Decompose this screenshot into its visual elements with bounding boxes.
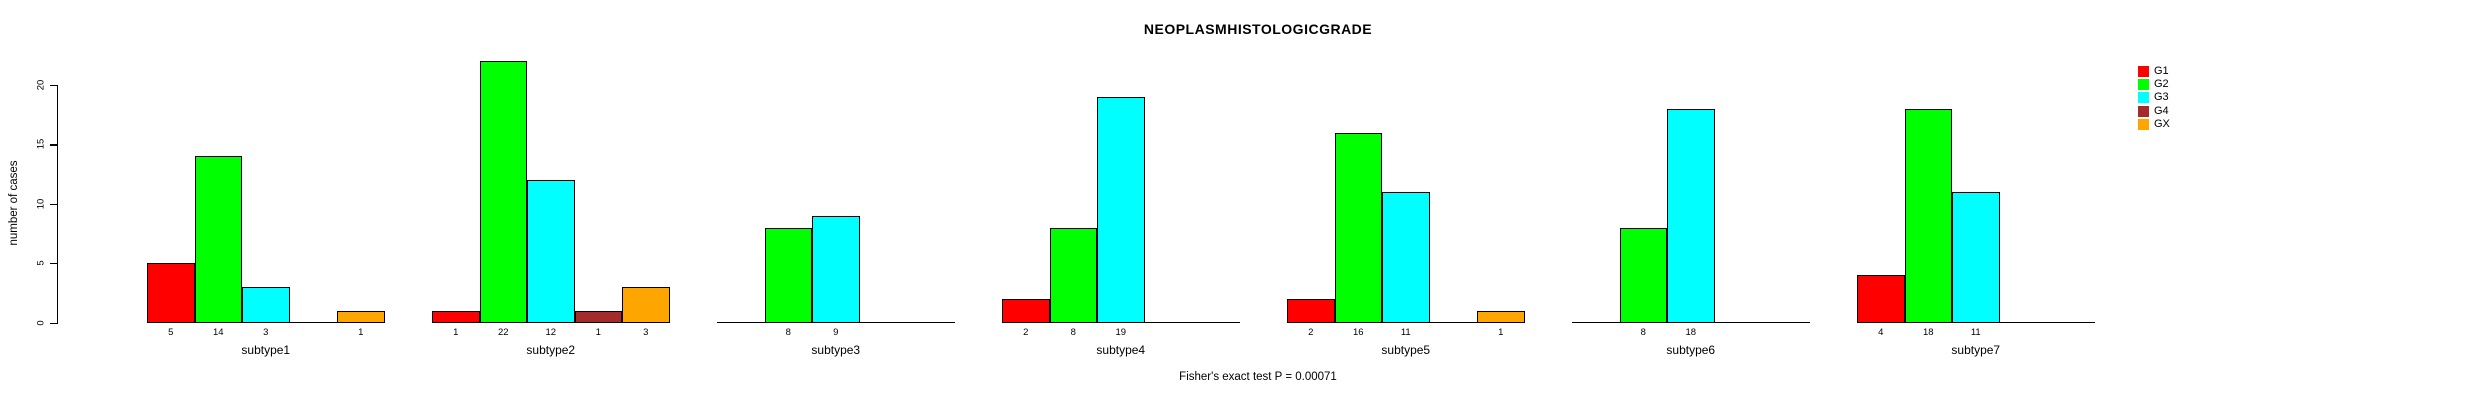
category-label: subtype6 (1666, 343, 1716, 357)
category-label: subtype2 (526, 343, 576, 357)
bar (1857, 275, 1905, 323)
bar (147, 263, 195, 323)
y-tick-label: 15 (35, 139, 47, 150)
legend-label: G3 (2154, 91, 2169, 104)
y-tick (50, 263, 57, 265)
bar-value-label: 11 (1970, 327, 1981, 338)
x-axis-baseline (147, 322, 385, 324)
bar-value-label: 11 (1400, 327, 1411, 338)
bar-value-label: 14 (212, 327, 224, 338)
bar (1477, 310, 1525, 323)
bar (1287, 298, 1335, 323)
x-axis-baseline (1002, 322, 1240, 324)
bar-value-label: 12 (545, 327, 557, 338)
x-axis-baseline (1572, 322, 1810, 324)
bar-value-label: 5 (168, 327, 174, 338)
bar (622, 286, 670, 323)
y-tick-label: 10 (35, 198, 47, 210)
legend-swatch (2138, 66, 2149, 77)
y-tick-label: 20 (35, 79, 47, 91)
category-label: subtype4 (1096, 343, 1146, 357)
y-axis-line (57, 85, 59, 324)
category-label: subtype1 (241, 343, 291, 357)
bar-value-label: 22 (497, 327, 509, 338)
legend-label: G2 (2154, 78, 2169, 91)
bar-value-label: 18 (1922, 327, 1934, 338)
bar (194, 156, 242, 323)
bar-value-label: 8 (785, 327, 791, 338)
bar-value-label: 1 (1498, 327, 1504, 338)
y-tick (50, 322, 57, 324)
legend-swatch (2138, 92, 2149, 104)
x-axis-baseline (1857, 322, 2095, 324)
bar-value-label: 2 (1308, 327, 1314, 338)
y-axis-label: number of cases (8, 160, 20, 246)
bar (432, 310, 480, 323)
y-tick (50, 144, 57, 146)
legend-label: G1 (2154, 65, 2169, 77)
bar-value-label: 2 (1023, 327, 1029, 338)
bar (337, 310, 385, 323)
bar-value-label: 4 (1878, 327, 1884, 338)
bar-value-label: 1 (595, 327, 601, 338)
bar (1904, 108, 1952, 323)
bar (1334, 132, 1382, 323)
legend-swatch (2138, 105, 2149, 117)
bar (812, 215, 860, 323)
bar-value-label: 3 (263, 327, 269, 338)
bar (527, 180, 575, 323)
footer-annotation: Fisher's exact test P = 0.00071 (1179, 371, 1337, 383)
bar-value-label: 8 (1640, 327, 1646, 338)
bar-value-label: 8 (1070, 327, 1076, 338)
category-label: subtype3 (811, 343, 861, 357)
bar-value-label: 19 (1115, 327, 1127, 338)
chart-title: NEOPLASMHISTOLOGICGRADE (1143, 21, 1373, 37)
x-axis-baseline (717, 322, 955, 324)
bar-value-label: 18 (1685, 327, 1697, 338)
x-axis-baseline (1287, 322, 1525, 324)
bar (1382, 191, 1430, 323)
legend-swatch (2138, 118, 2149, 130)
category-label: subtype7 (1951, 343, 2001, 357)
legend-swatch (2138, 79, 2149, 91)
y-tick-label: 0 (35, 319, 47, 326)
legend-label: GX (2154, 117, 2170, 130)
bar (764, 227, 812, 323)
bar (1952, 191, 2000, 323)
bar-value-label: 9 (833, 327, 839, 338)
bar (1667, 108, 1715, 323)
bar-value-label: 16 (1352, 327, 1364, 338)
bar (479, 61, 527, 323)
y-tick-label: 5 (35, 260, 47, 266)
bar-value-label: 1 (453, 327, 459, 338)
bar (1002, 298, 1050, 323)
y-tick (50, 85, 57, 87)
x-axis-baseline (432, 322, 670, 324)
bar (242, 286, 290, 323)
legend-label: G4 (2154, 104, 2169, 117)
bar-value-label: 1 (358, 327, 364, 338)
bar (574, 310, 622, 323)
bar (1097, 96, 1145, 323)
bar (1049, 227, 1097, 323)
y-tick (50, 203, 57, 205)
category-label: subtype5 (1381, 343, 1431, 357)
bar-value-label: 3 (643, 327, 649, 338)
bar (1619, 227, 1667, 323)
